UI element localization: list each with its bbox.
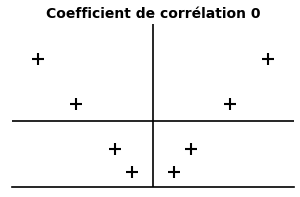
Title: Coefficient de corrélation 0: Coefficient de corrélation 0 xyxy=(46,7,260,21)
